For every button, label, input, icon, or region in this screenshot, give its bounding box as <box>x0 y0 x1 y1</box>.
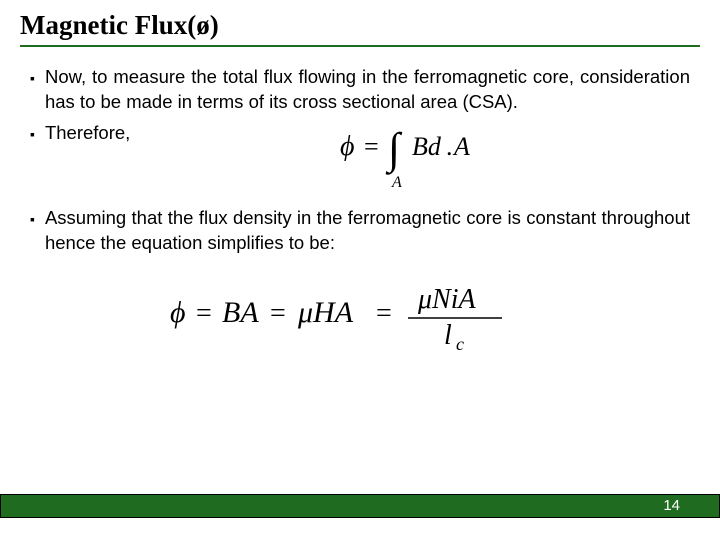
bullet-text: Now, to measure the total flux flowing i… <box>45 65 690 115</box>
bullet-marker-icon: ▪ <box>30 65 35 91</box>
svg-text:μNiA: μNiA <box>417 284 477 315</box>
slide: Magnetic Flux(ø) ▪ Now, to measure the t… <box>0 0 720 540</box>
title-underline <box>20 45 700 47</box>
bullet-item: ▪ Now, to measure the total flux flowing… <box>30 65 690 115</box>
bullet-text: Therefore, <box>45 121 130 146</box>
page-number: 14 <box>663 497 680 514</box>
svg-text:=: = <box>196 298 212 329</box>
bullet-marker-icon: ▪ <box>30 206 35 232</box>
svg-text:μHA: μHA <box>297 296 354 329</box>
svg-text:ϕ: ϕ <box>340 131 355 162</box>
bullet-item: ▪ Assuming that the flux density in the … <box>30 206 690 256</box>
svg-text:c: c <box>456 334 464 354</box>
bullet-text: Assuming that the flux density in the fe… <box>45 206 690 256</box>
svg-text:=: = <box>376 298 392 329</box>
svg-text:=: = <box>364 132 379 161</box>
svg-text:ϕ: ϕ <box>170 296 186 329</box>
svg-text:=: = <box>270 298 286 329</box>
slide-title: Magnetic Flux(ø) <box>0 0 720 45</box>
svg-text:A: A <box>452 132 470 161</box>
svg-text:l: l <box>444 320 452 351</box>
svg-text:A: A <box>391 174 402 191</box>
content-area: ▪ Now, to measure the total flux flowing… <box>0 65 720 363</box>
formula-simplified: ϕ = BA = μHA = μNiA l c <box>30 278 690 363</box>
svg-text:BA: BA <box>222 296 259 329</box>
bullet-item: ▪ Therefore, ϕ = ∫ A Bd . A <box>30 121 690 198</box>
footer-bar <box>0 494 720 518</box>
formula-integral: ϕ = ∫ A Bd . A <box>130 121 690 198</box>
bullet-marker-icon: ▪ <box>30 121 35 147</box>
svg-text:∫: ∫ <box>385 124 403 175</box>
svg-text:Bd: Bd <box>412 132 442 161</box>
svg-text:.: . <box>446 132 453 161</box>
